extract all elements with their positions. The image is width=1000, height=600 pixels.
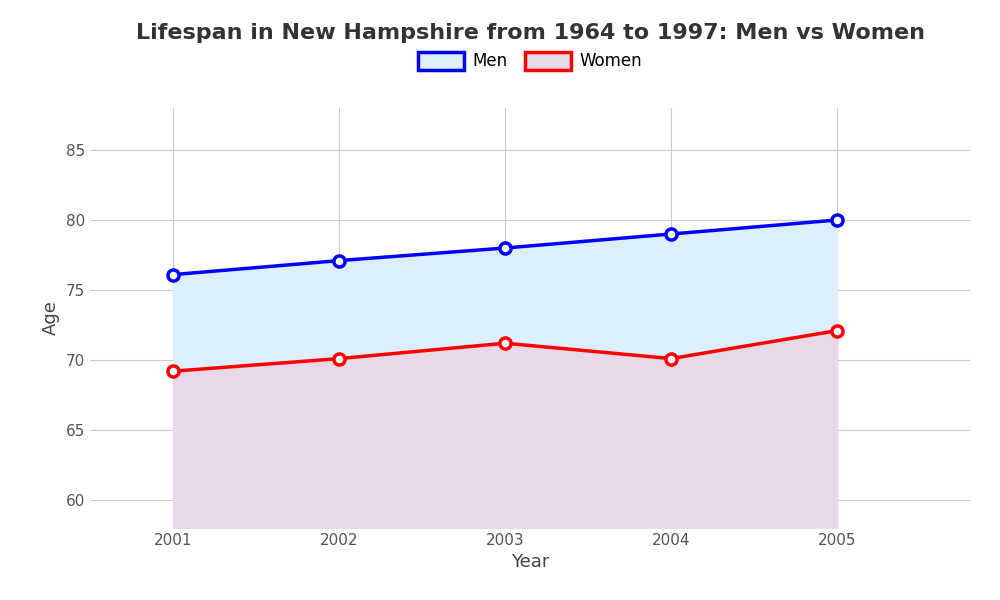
Y-axis label: Age: Age bbox=[42, 301, 60, 335]
Title: Lifespan in New Hampshire from 1964 to 1997: Men vs Women: Lifespan in New Hampshire from 1964 to 1… bbox=[136, 23, 924, 43]
Legend: Men, Women: Men, Women bbox=[411, 45, 649, 77]
X-axis label: Year: Year bbox=[511, 553, 549, 571]
